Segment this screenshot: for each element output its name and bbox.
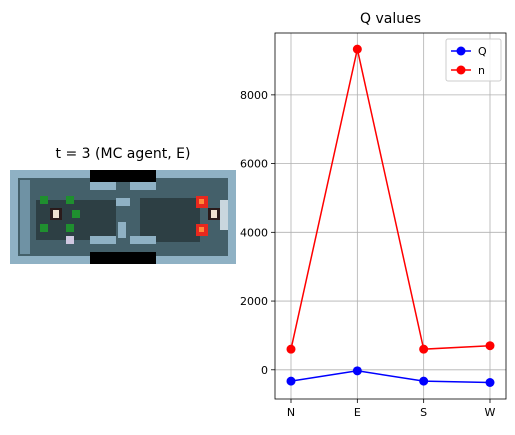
- x-tick-label: W: [485, 406, 496, 419]
- legend-box: [445, 38, 502, 82]
- y-tick-label: 4000: [240, 226, 268, 239]
- chart-title: Q values: [360, 11, 421, 27]
- game-grid: [10, 170, 236, 264]
- x-tick-label: E: [354, 406, 361, 419]
- data-point-Q: [485, 378, 495, 388]
- door-tile: [220, 200, 228, 230]
- y-tick-label: 0: [261, 364, 268, 377]
- data-point-n: [286, 344, 296, 354]
- wall-tile: [10, 170, 90, 178]
- legend-marker-n: [456, 65, 466, 75]
- plot-area: N E S W 0 2000 4000 6000 8000 Q values Qn: [240, 11, 507, 419]
- series-line-n: [290, 48, 491, 350]
- legend-marker-Q: [456, 46, 466, 56]
- y-tick-label: 6000: [240, 158, 268, 171]
- green-agent: [40, 196, 48, 204]
- y-tick-label: 2000: [240, 295, 268, 308]
- legend-label-n: n: [478, 64, 485, 77]
- axes-frame: [274, 32, 507, 400]
- legend-label-Q: Q: [478, 45, 487, 58]
- data-point-n: [352, 44, 362, 54]
- data-point-n: [419, 344, 429, 354]
- game-panel-title: t = 3 (MC agent, E): [55, 146, 191, 162]
- data-point-Q: [352, 366, 362, 376]
- data-point-Q: [286, 376, 296, 386]
- data-point-n: [485, 341, 495, 351]
- x-tick-label: S: [420, 406, 427, 419]
- x-tick-label: N: [287, 406, 295, 419]
- data-point-Q: [419, 376, 429, 386]
- series-line-Q: [290, 370, 491, 384]
- y-tick-label: 8000: [240, 89, 268, 102]
